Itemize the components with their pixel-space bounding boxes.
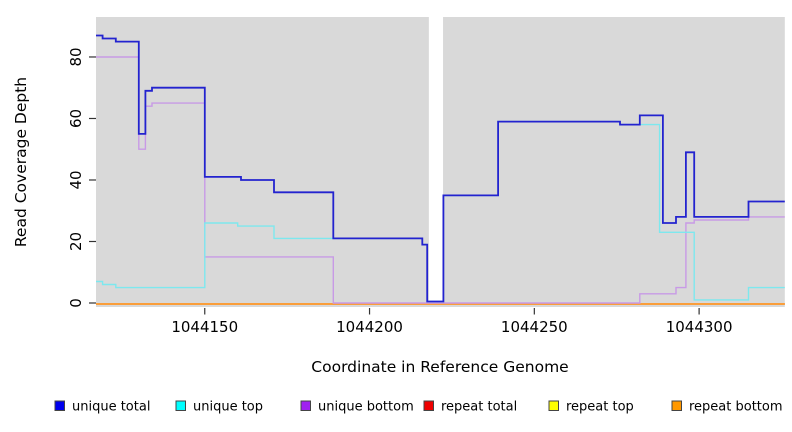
legend-swatch [548, 400, 559, 411]
x-axis-tick-label: 1044250 [501, 318, 568, 336]
x-axis-tick-label: 1044300 [666, 318, 733, 336]
x-axis-tick-label: 1044150 [171, 318, 238, 336]
plot-panel [96, 17, 785, 307]
legend-swatch [300, 400, 311, 411]
legend-label: repeat total [441, 400, 517, 415]
legend-item: unique total [54, 400, 150, 415]
legend-swatch [423, 400, 434, 411]
legend-label: repeat top [566, 400, 634, 415]
legend-swatch [54, 400, 65, 411]
no-data-gap [428, 17, 444, 302]
y-axis-tick-label: 20 [67, 232, 85, 251]
y-axis-tick-label: 0 [67, 298, 85, 308]
legend-item: repeat total [423, 400, 517, 415]
legend-item: unique top [175, 400, 263, 415]
series-line-unique-total [96, 34, 785, 303]
legend-item: repeat top [548, 400, 634, 415]
y-axis-tick-label: 40 [67, 170, 85, 189]
legend: unique total unique top unique bottom repea… [54, 400, 783, 415]
legend-label: unique bottom [318, 400, 414, 415]
legend-swatch [175, 400, 186, 411]
y-axis-tick-label: 60 [67, 109, 85, 128]
axes: 1044150 1044200 1044250 1044300 0 20 40 60 80 [67, 47, 733, 336]
legend-swatch [671, 400, 682, 411]
legend-label: unique top [193, 400, 263, 415]
series-lines [96, 34, 785, 305]
x-axis-tick-label: 1044200 [336, 318, 403, 336]
legend-label: repeat bottom [689, 400, 783, 415]
legend-item: repeat bottom [671, 400, 783, 415]
x-axis-title: Coordinate in Reference Genome [311, 358, 569, 376]
y-axis-title: Read Coverage Depth [12, 76, 30, 248]
legend-label: unique total [72, 400, 150, 415]
y-axis-tick-label: 80 [67, 47, 85, 66]
legend-item: unique bottom [300, 400, 414, 415]
